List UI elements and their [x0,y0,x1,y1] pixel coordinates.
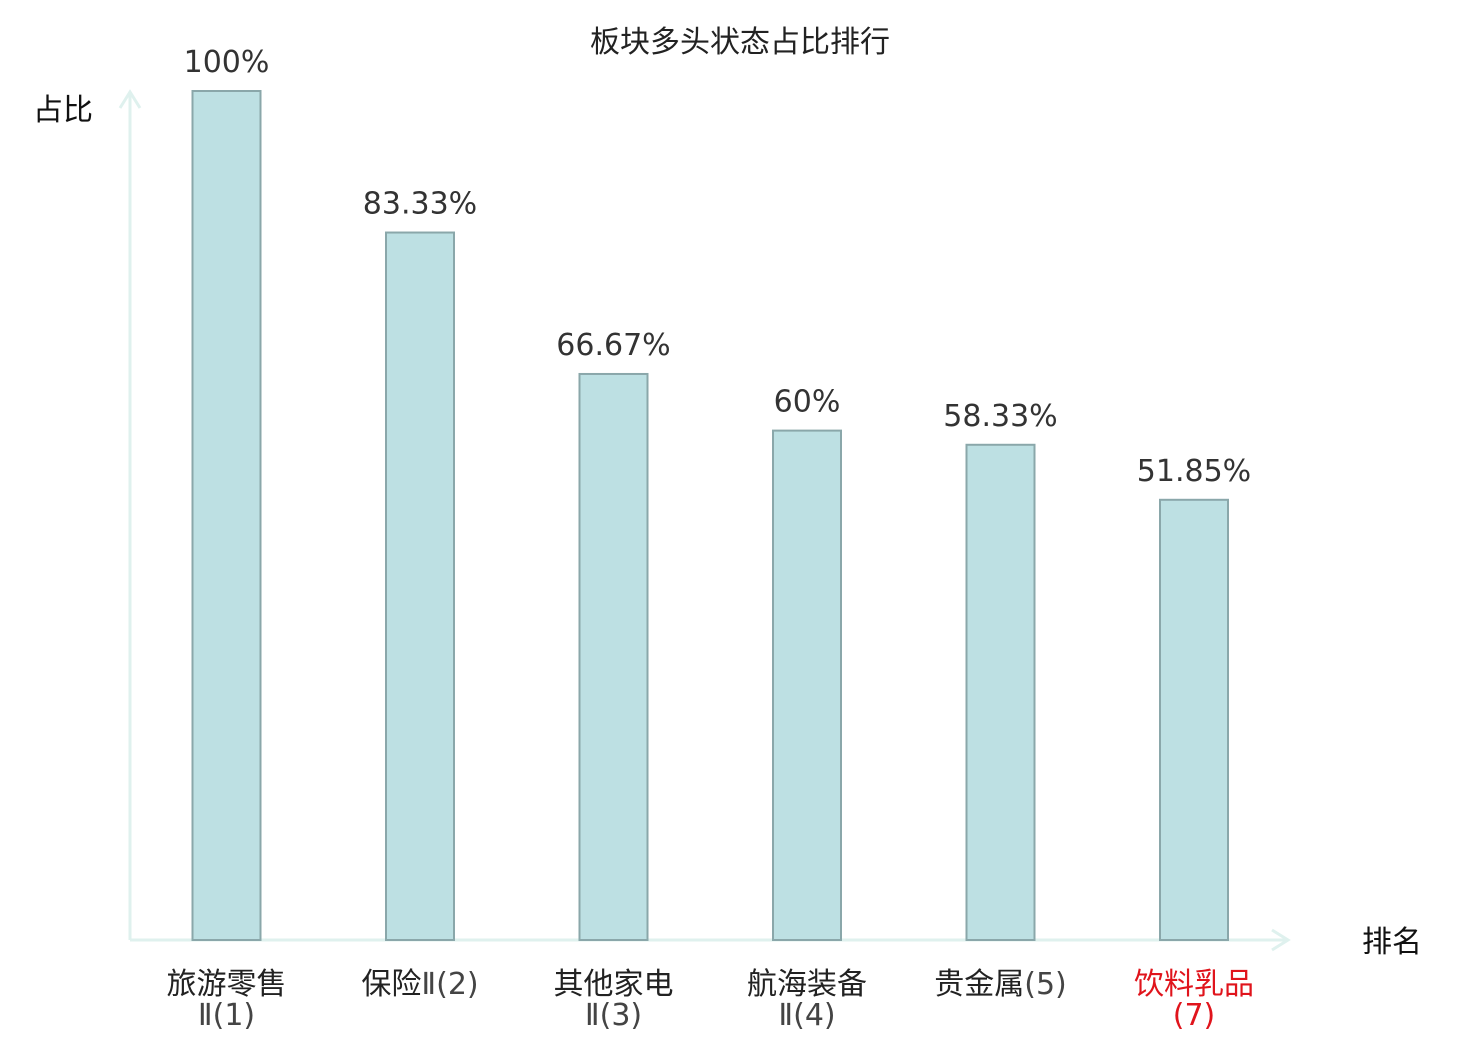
category-name: 旅游零售 [167,967,287,1002]
y-axis-label: 占比 [33,93,93,128]
category-rank: Ⅱ(1) [198,998,255,1033]
category-rank: Ⅱ(3) [585,998,642,1033]
x-tick-label: 贵金属(5) [934,967,1067,1002]
category-name: 航海装备 [747,967,867,1002]
bars-group [191,90,1229,942]
x-axis-label: 排名 [1362,925,1422,960]
category-name: 饮料乳品 [1134,967,1254,1002]
bar [1159,498,1229,941]
x-tick-label: 保险Ⅱ(2) [361,967,478,1002]
bar-value-label: 58.33% [943,399,1057,434]
x-axis-arrow [1271,928,1291,952]
bar [578,372,649,942]
category-name: 其他家电 [554,967,674,1002]
bar [965,443,1036,941]
category-rank: (5) [1024,967,1067,1002]
bar-value-label: 66.67% [556,328,670,363]
category-rank: Ⅱ(4) [778,998,835,1033]
bar-value-label: 83.33% [363,187,477,222]
category-rank: Ⅱ(2) [421,967,478,1002]
category-name: 保险 [361,967,421,1002]
chart-title: 板块多头状态占比排行 [590,25,890,60]
bar-value-label: 51.85% [1137,454,1251,489]
category-name: 贵金属 [934,967,1024,1002]
category-rank: (7) [1173,998,1216,1033]
bar [772,429,842,941]
bar-value-label: 60% [774,385,841,420]
y-axis-arrow [118,89,142,109]
bar-value-label: 100% [184,45,270,80]
bar [191,90,262,941]
bar [385,231,455,941]
